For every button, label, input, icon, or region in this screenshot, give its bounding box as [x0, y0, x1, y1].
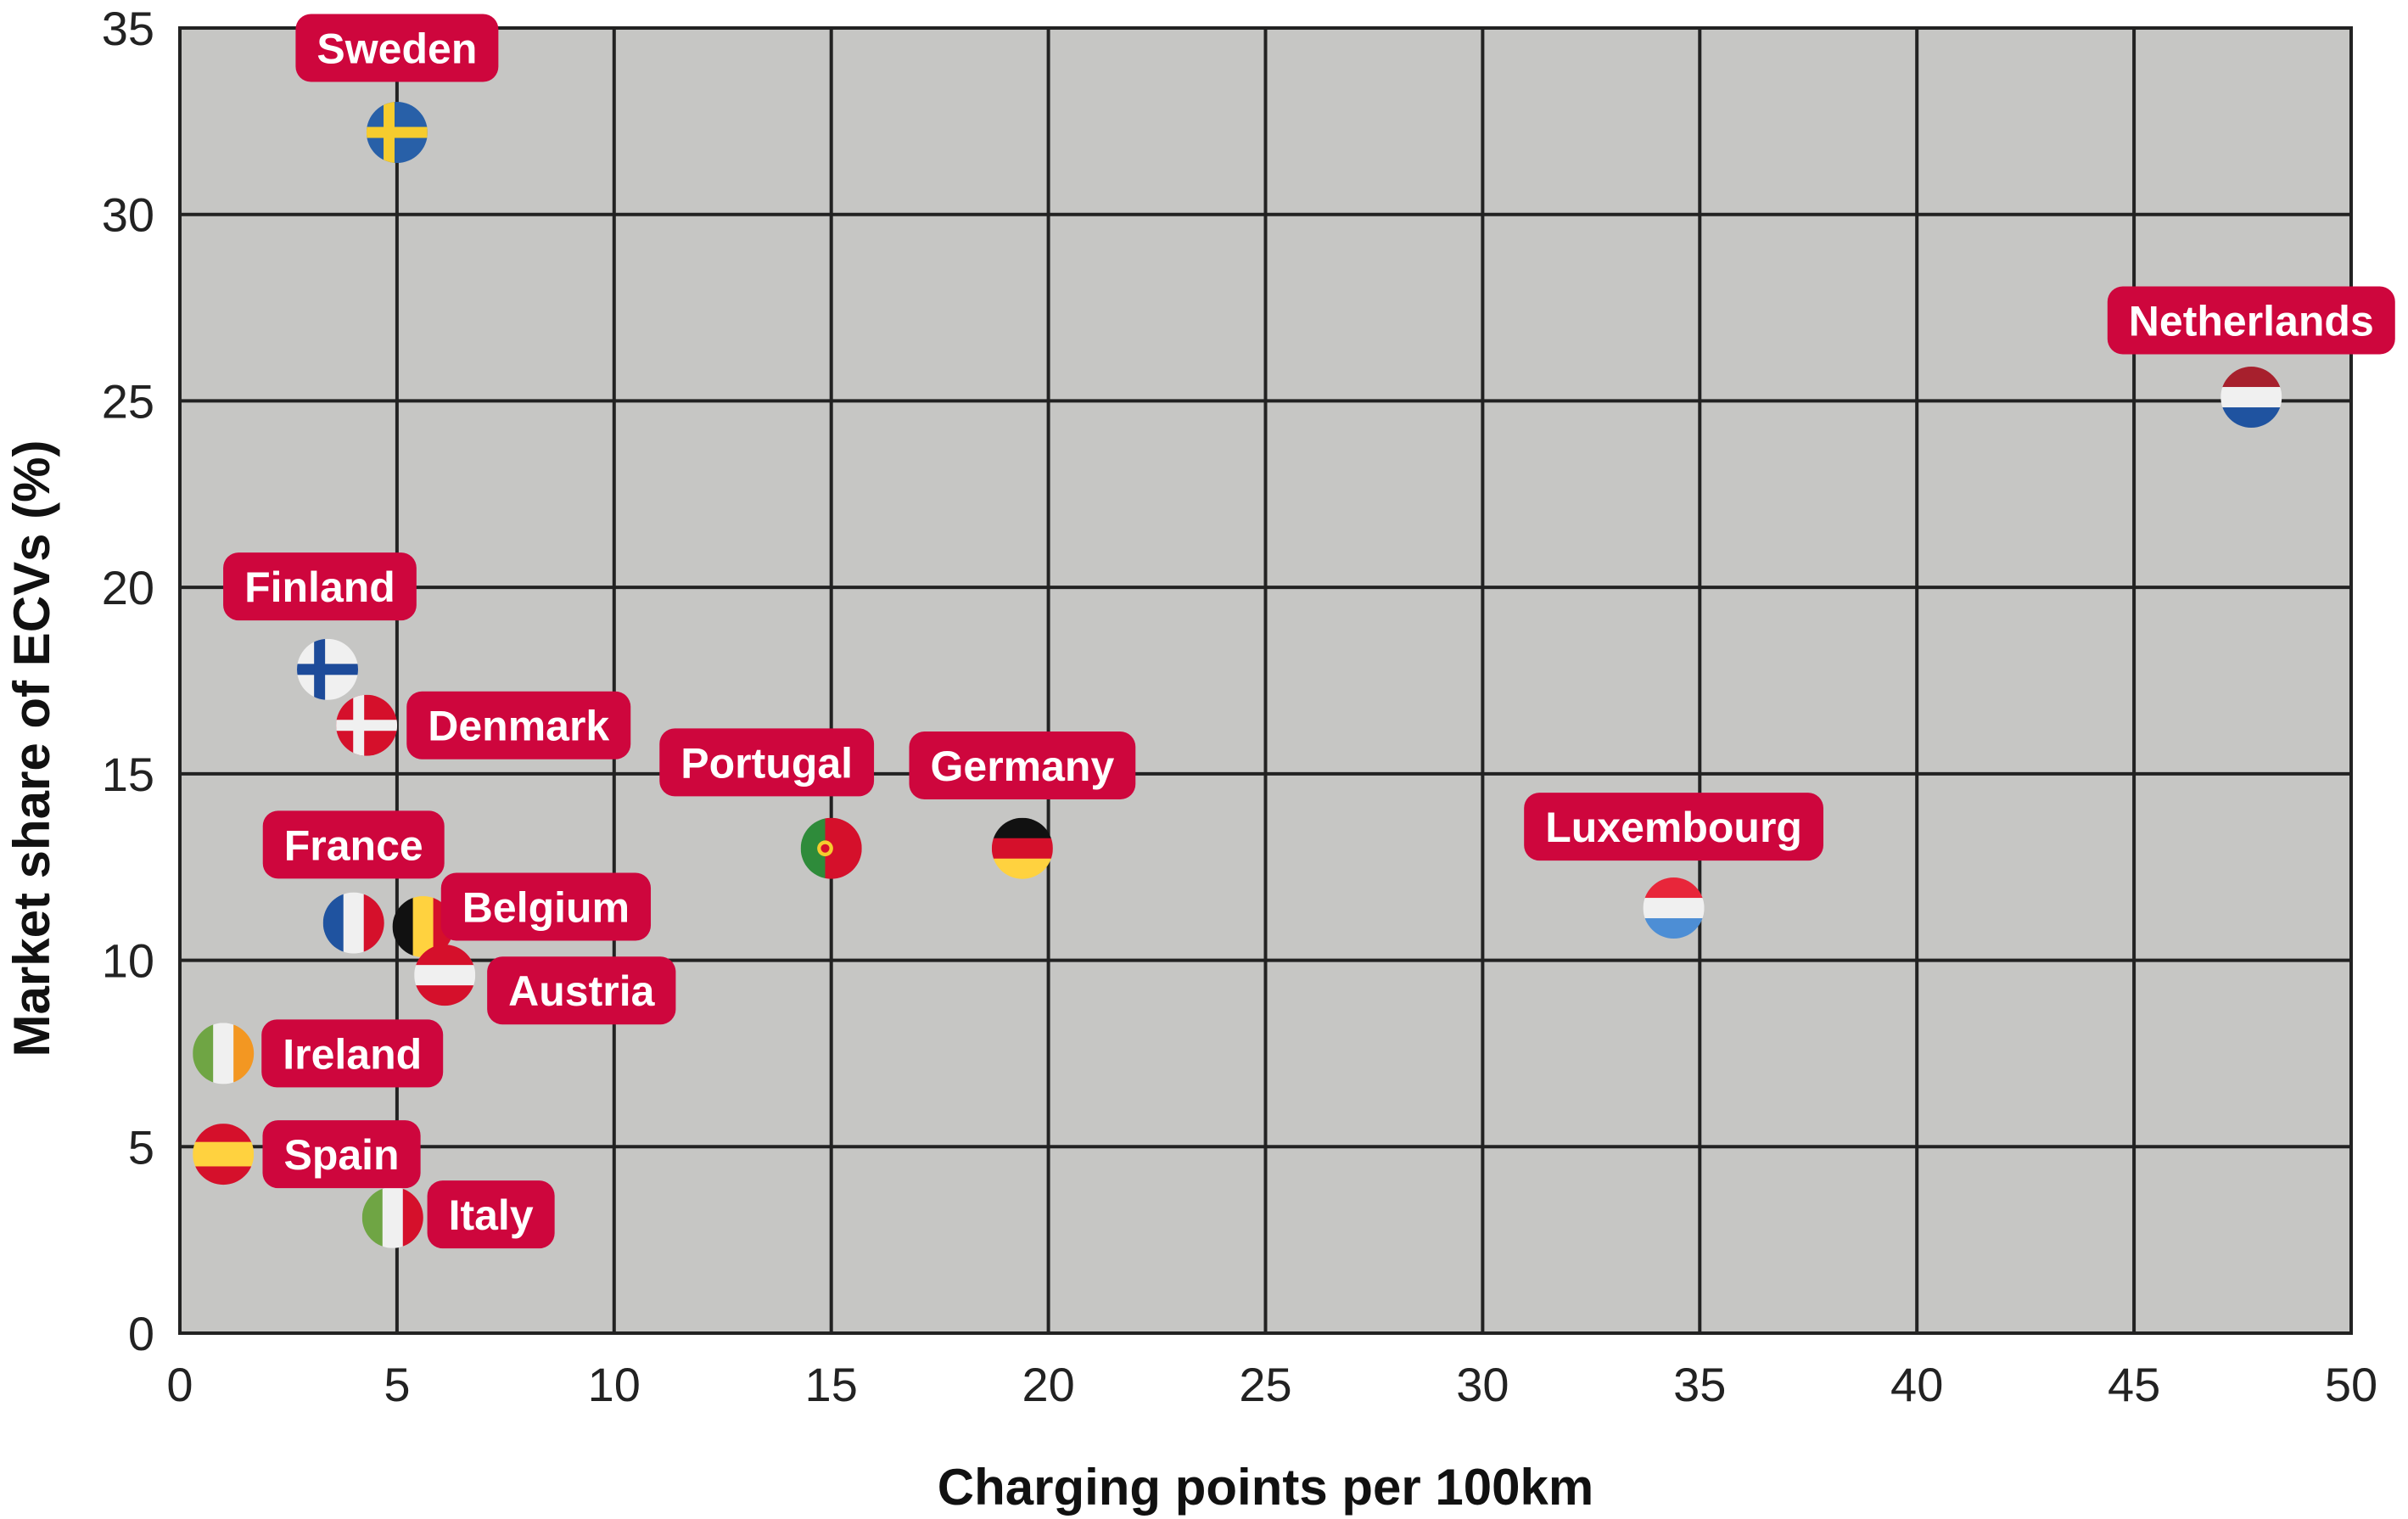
point-label-text: Belgium: [462, 883, 630, 931]
data-point-sweden: [366, 102, 428, 164]
label-box: [262, 810, 445, 879]
point-label-text: Spain: [283, 1131, 399, 1179]
y-tick-label: 35: [102, 2, 154, 55]
y-tick-label: 0: [128, 1307, 154, 1360]
label-box: [261, 1019, 444, 1088]
label-box: [909, 731, 1136, 800]
x-tick-label: 5: [384, 1358, 410, 1411]
data-point-finland: [297, 638, 359, 700]
label-box: [295, 14, 499, 82]
x-tick-label: 0: [166, 1358, 193, 1411]
x-axis-label: Charging points per 100km: [938, 1459, 1594, 1516]
point-label: Austria: [487, 956, 676, 1025]
x-tick-label: 25: [1239, 1358, 1291, 1411]
point-label-text: Finland: [244, 563, 395, 611]
point-label: Spain: [262, 1120, 421, 1189]
y-tick-label: 25: [102, 374, 154, 428]
point-label-text: Denmark: [428, 703, 609, 750]
y-tick-label: 20: [102, 561, 154, 614]
data-point-spain: [193, 1124, 255, 1185]
point-label-text: Austria: [508, 967, 655, 1015]
x-tick-label: 35: [1673, 1358, 1726, 1411]
label-box: [659, 728, 875, 797]
point-label: Denmark: [406, 691, 631, 760]
finland-flag-icon: [297, 638, 359, 700]
label-box: [223, 552, 417, 621]
x-tick-label: 40: [1890, 1358, 1943, 1411]
point-label-text: Italy: [449, 1191, 534, 1239]
portugal-flag-icon: [800, 817, 862, 879]
point-label: Belgium: [440, 872, 652, 941]
data-point-portugal: [800, 817, 862, 879]
point-label-text: Portugal: [680, 739, 853, 787]
france-flag-icon: [322, 892, 384, 954]
point-label-text: Sweden: [316, 25, 477, 72]
label-box: [406, 691, 631, 760]
point-label: France: [262, 810, 445, 879]
x-tick-label: 50: [2325, 1358, 2377, 1411]
point-label-text: Ireland: [283, 1030, 422, 1078]
denmark-flag-icon: [336, 694, 398, 756]
point-label-text: Netherlands: [2129, 298, 2374, 345]
point-label: Luxembourg: [1524, 793, 1823, 861]
data-points: Sweden Netherlands Finland Denmark Portugal G…: [193, 14, 2395, 1249]
data-point-denmark: [336, 694, 398, 756]
point-label-text: Germany: [931, 743, 1115, 790]
x-tick-label: 15: [805, 1358, 858, 1411]
y-tick-label: 15: [102, 748, 154, 801]
x-tick-label: 10: [588, 1358, 641, 1411]
tick-labels: 0 5 10 15 20 25 30 35 40 45 50 0 5 10 15 20 25 30 35: [102, 2, 2377, 1411]
x-tick-label: 20: [1022, 1358, 1074, 1411]
y-axis-label: Market share of ECVs (%): [3, 440, 60, 1057]
point-label-text: Luxembourg: [1545, 804, 1802, 851]
point-label: Sweden: [295, 14, 499, 82]
label-box: [427, 1180, 555, 1249]
label-box: [2107, 286, 2395, 355]
label-box: [1524, 793, 1823, 861]
y-tick-label: 30: [102, 188, 154, 242]
point-label: Portugal: [659, 728, 875, 797]
y-tick-label: 5: [128, 1120, 154, 1174]
point-label-text: France: [284, 821, 423, 869]
point-label: Ireland: [261, 1019, 444, 1088]
y-tick-label: 10: [102, 934, 154, 988]
data-point-france: [322, 892, 384, 954]
spain-flag-icon: [193, 1124, 255, 1185]
label-box: [487, 956, 676, 1025]
point-label: Italy: [427, 1180, 555, 1249]
label-box: [262, 1120, 421, 1189]
label-box: [440, 872, 652, 941]
sweden-flag-icon: [366, 102, 428, 164]
point-label: Germany: [909, 731, 1136, 800]
x-tick-label: 45: [2108, 1358, 2160, 1411]
x-tick-label: 30: [1456, 1358, 1509, 1411]
point-label: Netherlands: [2107, 286, 2395, 355]
point-label: Finland: [223, 552, 417, 621]
